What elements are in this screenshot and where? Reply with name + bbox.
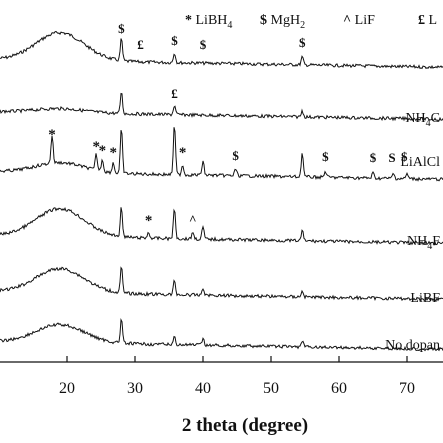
series-label-1: NH4C [405,111,440,129]
peak-marker-2-2: * [99,143,107,159]
x-tick-label-40: 40 [195,380,211,397]
peak-marker-0-0: $ [118,21,125,36]
peak-marker-2-3: * [109,145,117,161]
series-label-4: LiBF [410,291,440,306]
series-trace-3 [0,206,443,247]
x-tick-label-70: 70 [399,380,415,397]
legend-entry-2: ^ LiF [343,13,375,28]
series-trace-1 [0,92,443,122]
series-trace-0 [0,30,443,70]
peak-marker-0-3: $ [200,37,207,52]
peak-marker-3-0: * [145,213,153,229]
peak-marker-2-4: * [179,145,187,161]
peak-marker-0-1: £ [137,37,144,52]
series-trace-5 [0,317,443,352]
peak-marker-2-1: * [92,139,100,155]
series-trace-2 [0,127,443,182]
series-trace-4 [0,266,443,302]
peak-marker-2-8: S [388,150,395,165]
legend: * LiBH4 $ MgH2 ^ LiF £ L [185,13,437,31]
x-tick-label-20: 20 [59,380,75,397]
peak-marker-0-4: $ [299,35,306,50]
series-label-5: No dopan [385,338,440,353]
peak-marker-3-1: ^ [189,212,197,227]
peak-marker-1-0: £ [171,86,178,101]
peak-marker-2-6: $ [322,149,329,164]
x-tick-label-50: 50 [263,380,279,397]
peak-marker-2-9: $ [401,149,408,164]
legend-entry-1: $ MgH2 [260,13,305,31]
x-tick-label-30: 30 [127,380,143,397]
x-axis-label: 2 theta (degree) [182,415,308,436]
legend-entry-0: * LiBH4 [185,13,232,31]
series-label-2: LiAlCl [400,155,440,170]
peak-marker-2-0: * [48,127,56,143]
peak-marker-0-2: $ [171,33,178,48]
legend-entry-3: £ L [418,13,437,28]
x-axis: 20 30 40 50 60 70 [0,356,443,397]
series-label-3: NH4F [407,234,440,252]
x-tick-label-60: 60 [331,380,347,397]
peak-marker-2-5: $ [232,148,239,163]
peak-marker-2-7: $ [370,150,377,165]
